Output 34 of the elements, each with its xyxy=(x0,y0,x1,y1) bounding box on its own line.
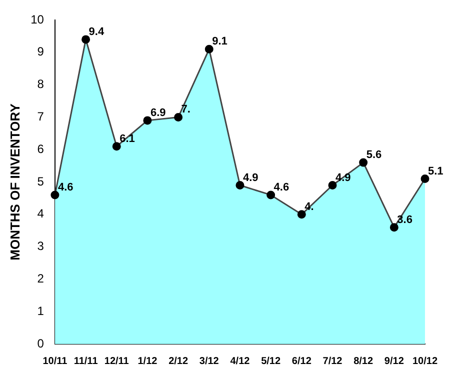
y-tick-label: 3 xyxy=(37,239,44,254)
y-tick-label: 8 xyxy=(37,77,44,92)
y-tick-label: 0 xyxy=(37,336,44,350)
x-tick-label: 8/12 xyxy=(354,356,374,367)
data-label: 7. xyxy=(181,104,190,116)
x-tick-label: 6/12 xyxy=(292,356,312,367)
y-tick-label: 2 xyxy=(37,272,44,286)
data-label: 4.6 xyxy=(274,181,290,194)
x-tick-label: 9/12 xyxy=(384,356,404,367)
y-tick-label: 10 xyxy=(30,12,44,26)
x-tick-label: 4/12 xyxy=(230,356,250,367)
data-label: 6.9 xyxy=(150,106,166,119)
data-label: 5.6 xyxy=(366,149,382,162)
y-tick-label: 5 xyxy=(37,174,44,188)
y-axis-title: MONTHS OF INVENTORY xyxy=(7,103,22,260)
x-tick-label: 7/12 xyxy=(322,356,343,367)
x-tick-label: 12/11 xyxy=(104,356,130,367)
data-label: 4.6 xyxy=(58,181,74,194)
data-label: 9.4 xyxy=(88,26,105,38)
x-tick-label: 2/12 xyxy=(168,356,188,367)
y-tick-label: 6 xyxy=(37,142,44,156)
data-label: 5.1 xyxy=(428,165,444,178)
y-tick-label: 1 xyxy=(37,304,44,318)
x-tick-label: 5/12 xyxy=(261,356,281,367)
data-label: 9.1 xyxy=(212,36,228,48)
x-tick-label: 11/11 xyxy=(74,356,98,367)
x-tick-label: 10/11 xyxy=(42,356,68,367)
x-tick-label: 10/12 xyxy=(412,356,438,367)
x-tick-label: 1/12 xyxy=(138,356,158,367)
y-tick-label: 7 xyxy=(37,110,44,124)
data-label: 4.9 xyxy=(242,172,258,184)
y-tick-label: 9 xyxy=(37,44,44,59)
x-tick-label: 3/12 xyxy=(199,356,220,367)
y-tick-label: 4 xyxy=(37,206,44,221)
